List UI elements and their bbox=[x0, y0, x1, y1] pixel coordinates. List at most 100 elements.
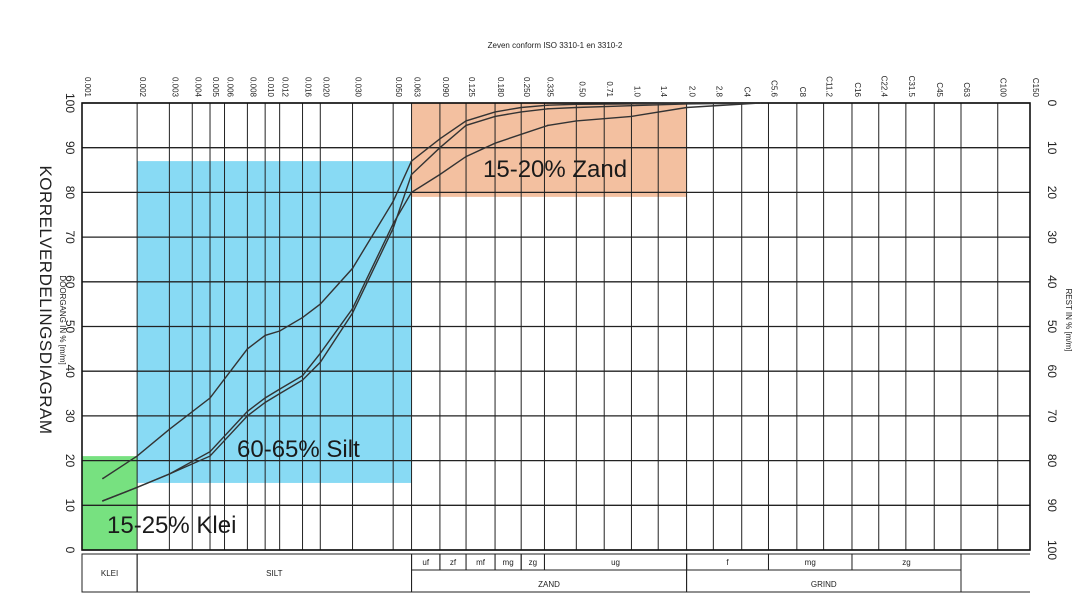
y-right-tick: 80 bbox=[1045, 454, 1059, 468]
sieve-tick: C22.4 bbox=[880, 76, 889, 98]
sieve-tick: 0.003 bbox=[170, 77, 179, 98]
series-point bbox=[301, 379, 304, 381]
sieve-tick: 0.125 bbox=[467, 77, 476, 98]
class-sub-label: zg bbox=[902, 558, 910, 567]
label-layer: 15-25% Klei 60-65% Silt 15-20% Zand 0 100 10 9… bbox=[63, 76, 1059, 589]
y-right-tick: 60 bbox=[1045, 365, 1059, 379]
series-layer bbox=[102, 102, 761, 502]
y-right-tick: 0 bbox=[1045, 100, 1059, 107]
y-right-tick: 100 bbox=[1045, 540, 1059, 560]
series-point bbox=[520, 133, 522, 136]
sieve-tick: 0.005 bbox=[211, 77, 220, 98]
region-0 bbox=[82, 456, 138, 550]
sieve-tick: 0.002 bbox=[138, 77, 147, 98]
series-point bbox=[392, 227, 394, 229]
series-point bbox=[465, 124, 467, 127]
series-point bbox=[520, 106, 522, 109]
sieve-tick: 0.020 bbox=[321, 77, 330, 98]
sieve-tick: 0.006 bbox=[226, 77, 235, 98]
chart-title: KORRELVERDELINGSDIAGRAM bbox=[36, 165, 55, 434]
series-point bbox=[209, 450, 211, 453]
series-point bbox=[494, 111, 496, 113]
sieve-tick: C16 bbox=[853, 82, 862, 97]
series-point bbox=[575, 103, 578, 106]
sieve-tick: 0.180 bbox=[496, 77, 505, 98]
series-point bbox=[685, 106, 688, 109]
series-point bbox=[520, 111, 522, 113]
series-point bbox=[168, 428, 171, 431]
y-left-tick: 80 bbox=[63, 186, 77, 200]
series-point bbox=[630, 104, 633, 107]
series-point bbox=[264, 401, 266, 404]
region-label-1: 60-65% Silt bbox=[237, 436, 360, 463]
series-point bbox=[575, 106, 578, 109]
sieve-tick: 2.0 bbox=[688, 86, 697, 98]
series-point bbox=[494, 115, 496, 118]
sieve-tick: 0.001 bbox=[83, 77, 92, 98]
series-point bbox=[410, 160, 413, 162]
sieve-tick: 0.050 bbox=[394, 77, 403, 98]
region-label-0: 15-25% Klei bbox=[107, 512, 236, 539]
y-left-tick: 60 bbox=[63, 275, 77, 289]
grid-layer bbox=[81, 102, 1031, 593]
y-left-tick: 90 bbox=[63, 141, 77, 155]
y-left-tick: 100 bbox=[63, 93, 77, 113]
series-point bbox=[301, 316, 304, 319]
class-sub-cell bbox=[851, 553, 962, 571]
series-point bbox=[102, 477, 104, 480]
sieve-tick: 1.0 bbox=[632, 86, 641, 98]
sieve-tick: C4 bbox=[743, 87, 752, 98]
y-right-tick: 30 bbox=[1045, 230, 1059, 244]
series-point bbox=[392, 222, 394, 225]
series-point bbox=[319, 361, 322, 364]
series-point bbox=[209, 455, 211, 457]
region-layer bbox=[82, 103, 687, 550]
series-point bbox=[439, 137, 441, 140]
class-sub-label: mf bbox=[476, 558, 486, 567]
series-point bbox=[465, 120, 467, 122]
class-main-label: ZAND bbox=[538, 580, 560, 589]
sieve-tick: 0.063 bbox=[413, 77, 422, 98]
class-main-label: KLEI bbox=[101, 569, 118, 578]
sieve-standard-label: Zeven conform ISO 3310-1 en 3310-2 bbox=[488, 41, 623, 50]
y-left-tick: 20 bbox=[63, 454, 77, 468]
series-point bbox=[246, 348, 249, 350]
sieve-tick: 0.335 bbox=[545, 77, 554, 98]
y-right-tick: 10 bbox=[1045, 141, 1059, 155]
y-left-tick: 50 bbox=[63, 320, 77, 334]
region-2 bbox=[411, 103, 687, 197]
series-point bbox=[410, 191, 413, 194]
class-sub-label: f bbox=[726, 558, 729, 567]
series-point bbox=[301, 374, 304, 377]
region-label-2: 15-20% Zand bbox=[483, 156, 627, 183]
series-point bbox=[410, 173, 413, 176]
class-sub-label: uf bbox=[422, 558, 429, 567]
y-left-tick: 40 bbox=[63, 365, 77, 379]
sieve-tick: 0.012 bbox=[281, 77, 290, 98]
series-point bbox=[278, 330, 281, 332]
series-point bbox=[246, 410, 249, 413]
series-point bbox=[209, 397, 211, 399]
series-point bbox=[136, 455, 138, 457]
series-point bbox=[168, 473, 171, 475]
series-point bbox=[136, 486, 138, 489]
sieve-tick: 0.010 bbox=[266, 77, 275, 98]
series-point bbox=[351, 307, 354, 310]
y-right-tick: 20 bbox=[1045, 186, 1059, 200]
class-sub-label: zf bbox=[450, 558, 457, 567]
sieve-tick: C100 bbox=[999, 78, 1008, 98]
y-right-tick: 70 bbox=[1045, 409, 1059, 423]
y-right-tick: 50 bbox=[1045, 320, 1059, 334]
sieve-tick: 0.008 bbox=[248, 77, 257, 98]
y-left-tick: 70 bbox=[63, 230, 77, 244]
sieve-tick: C45 bbox=[935, 82, 944, 97]
right-axis-title: REST IN % [m/m] bbox=[1064, 289, 1073, 352]
class-main-label: SILT bbox=[266, 569, 282, 578]
class-sub-label: ug bbox=[611, 558, 620, 567]
y-right-tick: 90 bbox=[1045, 499, 1059, 513]
series-point bbox=[494, 142, 496, 145]
sieve-tick: C150 bbox=[1031, 78, 1040, 98]
sieve-tick: 0.71 bbox=[605, 81, 614, 97]
series-point bbox=[465, 155, 467, 158]
sieve-tick: C5.6 bbox=[769, 80, 778, 97]
